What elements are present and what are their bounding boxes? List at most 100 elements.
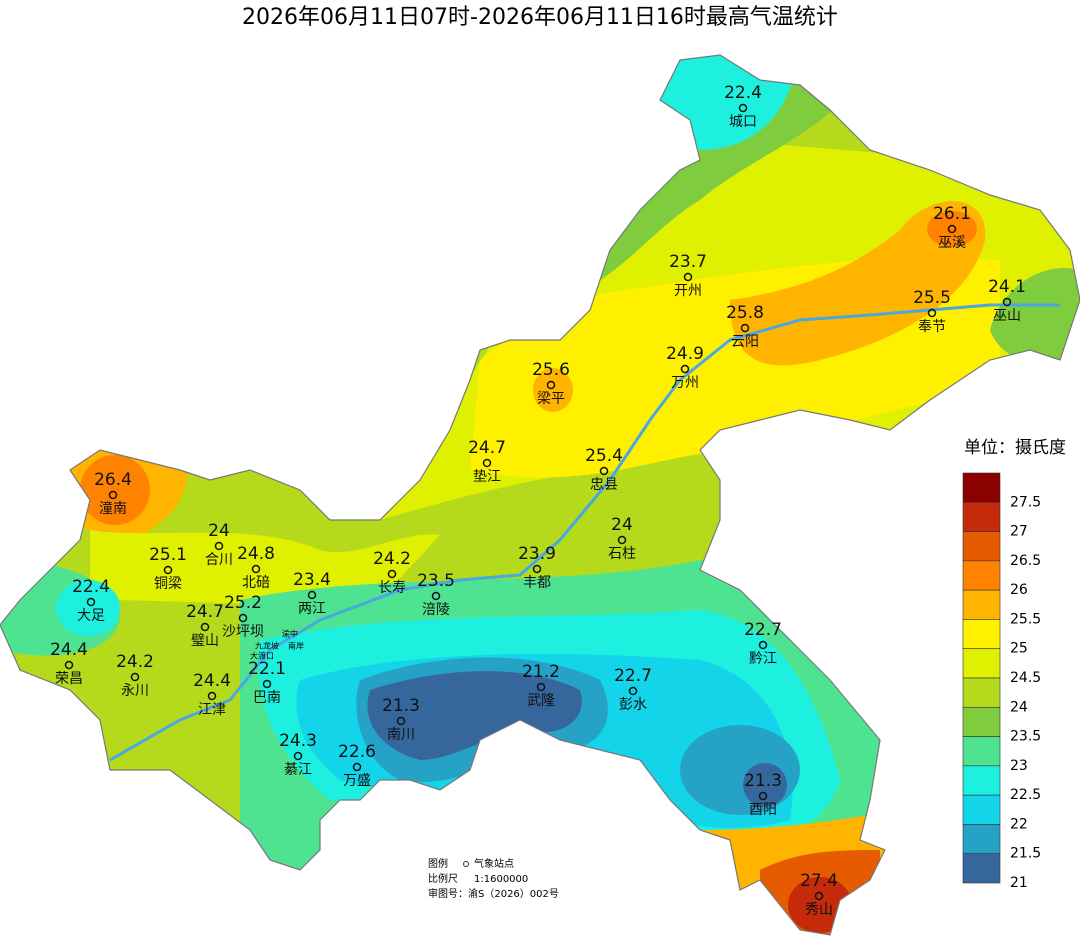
river [109,303,1060,762]
station-marker [947,224,957,234]
station-name: 黔江 [749,651,777,667]
station-marker [536,682,546,692]
legend-swatch [962,677,1001,708]
legend-swatch [962,560,1001,591]
station-name: 城口 [729,114,757,130]
district-label: 大渡口 [250,651,274,661]
station-marker [758,640,768,650]
station-marker [238,613,248,623]
station-marker [396,716,406,726]
legend-label: 24 [1010,699,1028,715]
station-value: 24.4 [193,671,231,691]
station-name: 梁平 [537,391,565,407]
station-marker [64,660,74,670]
legend-label: 26.5 [1010,553,1041,569]
station-value: 25.4 [585,446,623,466]
footer-text: 1:1600000 [474,874,528,885]
station-value: 24.3 [279,731,317,751]
station-value: 24 [208,521,230,541]
station-value: 21.3 [382,696,420,716]
station-value: 21.3 [744,771,782,791]
station-value: 25.5 [913,288,951,308]
station-marker [86,597,96,607]
station-marker [680,364,690,374]
station-marker [599,466,609,476]
legend-label: 22.5 [1010,787,1041,803]
station-value: 23.7 [669,252,707,272]
zone [680,725,800,815]
zone [80,455,150,525]
station-marker [814,891,824,901]
station-value: 22.6 [338,742,376,762]
zone [367,671,582,760]
station-name: 璧山 [191,632,219,649]
footer: 图例 气象站点 比例尺 1:1600000 审图号：渝S（2026）002号 [428,857,559,900]
station-marker [683,272,693,282]
legend-swatch [962,648,1001,679]
district-labels: 渝中 九龙坡 南岸 大渡口 [250,629,304,661]
station-value: 25.1 [149,545,187,565]
station-name: 北碚 [242,575,270,591]
zone [990,268,1080,370]
station-marker [617,535,627,545]
station-marker [307,590,317,600]
station-name: 垫江 [473,469,501,485]
station-name: 大足 [77,608,105,624]
zone [730,201,986,366]
station-value: 22.4 [72,577,110,597]
footer-text: 气象站点 [474,857,514,870]
legend-swatch [962,531,1001,562]
station-name: 万盛 [343,773,371,789]
station-value: 24.2 [373,549,411,569]
station-value: 24.4 [50,640,88,660]
station-name: 涪陵 [422,602,450,618]
station-marker [431,591,441,601]
station-name: 沙坪坝 [222,624,264,640]
station-value: 21.2 [522,662,560,682]
station-marker [1002,297,1012,307]
station-name: 巴南 [253,690,281,706]
legend-label: 26 [1010,582,1028,598]
stations: 22.4 城口 26.1 巫溪 23.7 开州 24.1 巫山 25.5 奉节 25.8 云阳 24.9… [50,83,1026,918]
district-label: 九龙坡 [255,641,279,651]
station-marker [546,380,556,390]
station-marker [532,564,542,574]
station-marker [262,679,272,689]
station-name: 丰都 [523,575,551,591]
zone [533,368,573,412]
station-name: 开州 [674,283,702,299]
station-name: 武隆 [527,693,555,709]
station-value: 24.7 [186,602,224,622]
district-label: 南岸 [288,641,304,651]
station-marker [740,323,750,333]
station-value: 24.1 [988,277,1026,297]
legend-label: 23 [1010,758,1028,774]
legend-label: 23.5 [1010,729,1041,745]
legend-swatch [962,736,1001,767]
station-marker [207,691,217,701]
station-marker [482,458,492,468]
station-value: 24.8 [237,544,275,564]
station-value: 22.4 [724,83,762,103]
station-marker [628,686,638,696]
station-marker [163,565,173,575]
station-name: 綦江 [284,762,312,778]
station-name: 合川 [205,552,233,568]
legend-label: 21 [1010,875,1028,891]
temperature-field [0,55,1080,935]
legend-label: 21.5 [1010,846,1041,862]
legend-swatch [962,706,1001,737]
station-name: 奉节 [918,319,946,335]
station-value: 24.9 [666,344,704,364]
station-value: 25.2 [224,593,262,613]
footer-text: 比例尺 [428,872,458,885]
legend-swatch [962,794,1001,825]
station-marker [200,622,210,632]
station-name: 长寿 [378,579,406,596]
station-value: 23.4 [293,570,331,590]
station-name: 万州 [671,375,699,391]
legend-swatch [962,765,1001,796]
station-value: 26.4 [94,470,132,490]
station-name: 铜梁 [154,576,182,592]
